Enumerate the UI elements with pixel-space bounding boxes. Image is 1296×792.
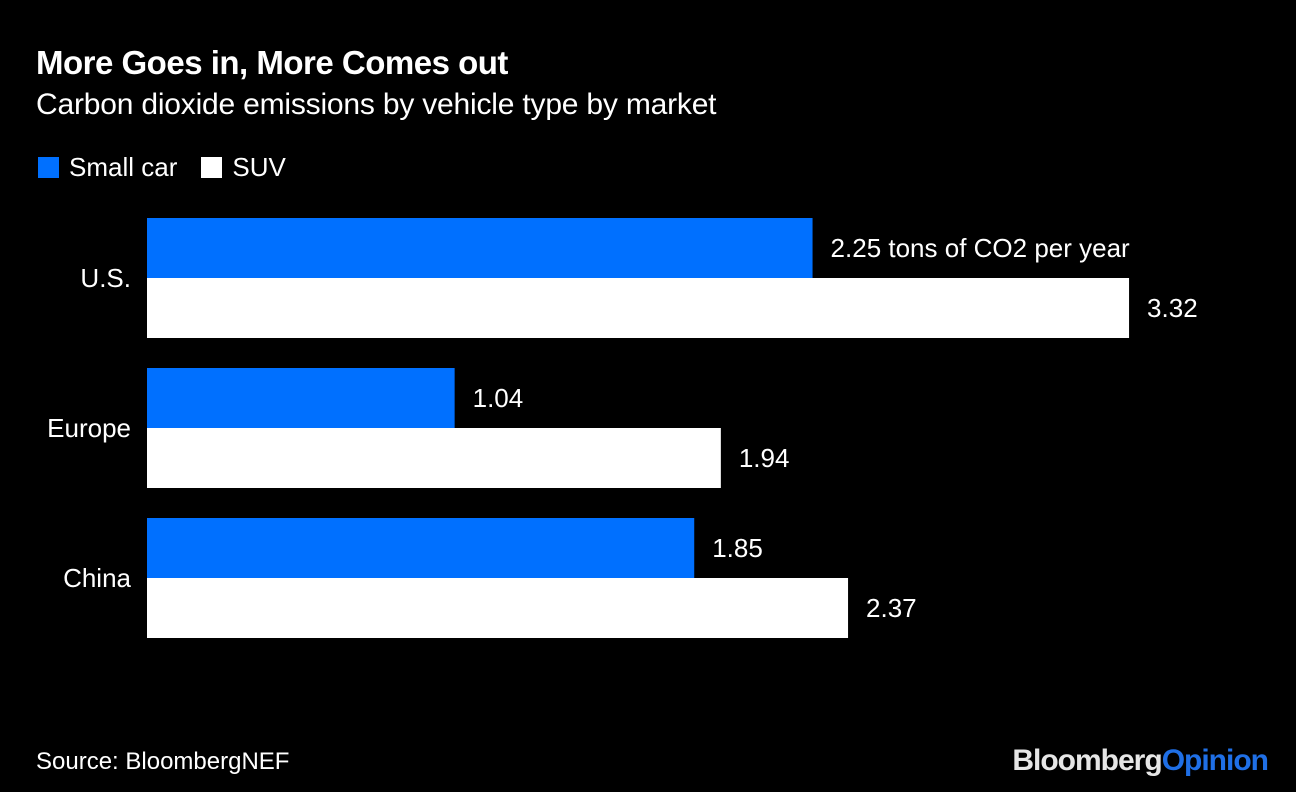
legend-item-small-car: Small car bbox=[38, 152, 177, 183]
bar-u-s-small-car bbox=[147, 218, 813, 278]
bar-china-suv bbox=[147, 578, 849, 638]
legend-label-small-car: Small car bbox=[69, 152, 178, 182]
logo-opinion: Opinion bbox=[1161, 744, 1269, 777]
legend-item-suv: SUV bbox=[201, 152, 286, 183]
category-label-europe: Europe bbox=[47, 413, 131, 443]
data-label-u-s-suv: 3.32 bbox=[1147, 293, 1198, 323]
legend-label-suv: SUV bbox=[232, 152, 286, 182]
data-label-europe-small-car: 1.04 bbox=[473, 383, 524, 413]
bloomberg-opinion-logo: BloombergOpinion bbox=[1012, 744, 1269, 778]
bar-u-s-suv bbox=[147, 278, 1130, 338]
legend-swatch-suv bbox=[201, 157, 223, 178]
chart-subtitle: Carbon dioxide emissions by vehicle type… bbox=[36, 88, 717, 121]
chart-title: More Goes in, More Comes out bbox=[36, 44, 508, 81]
data-label-china-suv: 2.37 bbox=[866, 593, 917, 623]
source-note: Source: BloombergNEF bbox=[36, 748, 290, 775]
bar-china-small-car bbox=[147, 518, 695, 578]
legend: Small car SUV bbox=[38, 152, 310, 183]
data-label-u-s-small-car: 2.25 tons of CO2 per year bbox=[831, 233, 1131, 263]
category-label-china: China bbox=[63, 563, 131, 593]
data-label-europe-suv: 1.94 bbox=[739, 443, 790, 473]
bar-europe-suv bbox=[147, 428, 721, 488]
legend-swatch-small-car bbox=[38, 157, 59, 178]
data-label-china-small-car: 1.85 bbox=[712, 533, 763, 563]
bar-europe-small-car bbox=[147, 368, 455, 428]
logo-bloomberg: Bloomberg bbox=[1012, 744, 1162, 777]
category-label-u-s: U.S. bbox=[80, 263, 131, 293]
